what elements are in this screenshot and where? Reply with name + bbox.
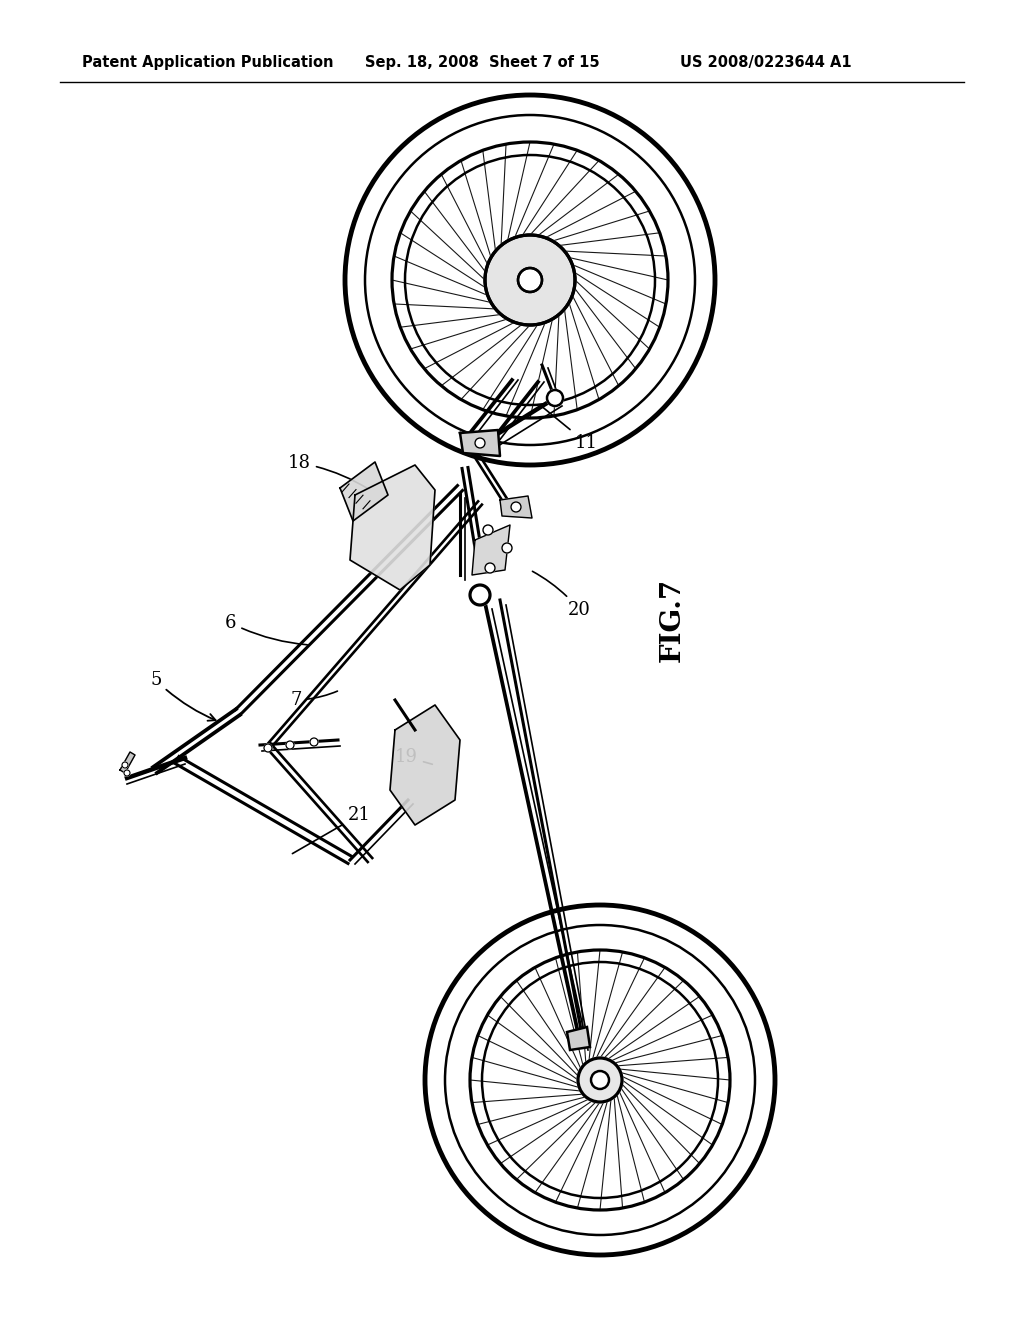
Circle shape (124, 770, 130, 776)
Text: 19: 19 (395, 748, 432, 766)
Text: FIG.7: FIG.7 (658, 578, 685, 663)
Circle shape (310, 738, 318, 746)
Circle shape (122, 762, 128, 768)
Polygon shape (120, 752, 135, 774)
Circle shape (470, 585, 490, 605)
Text: Patent Application Publication: Patent Application Publication (82, 54, 334, 70)
Circle shape (502, 543, 512, 553)
Circle shape (485, 235, 575, 325)
Text: 11: 11 (542, 407, 598, 451)
Circle shape (264, 744, 272, 752)
Polygon shape (350, 465, 435, 590)
Circle shape (475, 438, 485, 447)
Circle shape (485, 564, 495, 573)
Polygon shape (390, 705, 460, 825)
Text: 5: 5 (150, 671, 216, 721)
Circle shape (578, 1059, 622, 1102)
Text: 20: 20 (532, 572, 591, 619)
Circle shape (483, 525, 493, 535)
Text: Sep. 18, 2008  Sheet 7 of 15: Sep. 18, 2008 Sheet 7 of 15 (365, 54, 600, 70)
Circle shape (511, 502, 521, 512)
Text: 18: 18 (288, 454, 368, 488)
Polygon shape (460, 430, 500, 455)
Circle shape (547, 389, 563, 407)
Text: 21: 21 (293, 807, 371, 854)
Circle shape (518, 268, 542, 292)
Circle shape (518, 268, 542, 292)
Text: US 2008/0223644 A1: US 2008/0223644 A1 (680, 54, 852, 70)
Circle shape (591, 1071, 609, 1089)
Circle shape (485, 235, 575, 325)
Polygon shape (472, 525, 510, 576)
Polygon shape (567, 1027, 590, 1049)
Text: 7: 7 (290, 690, 338, 709)
Polygon shape (340, 462, 388, 521)
Circle shape (286, 741, 294, 748)
Text: 6: 6 (225, 614, 307, 644)
Polygon shape (500, 496, 532, 517)
